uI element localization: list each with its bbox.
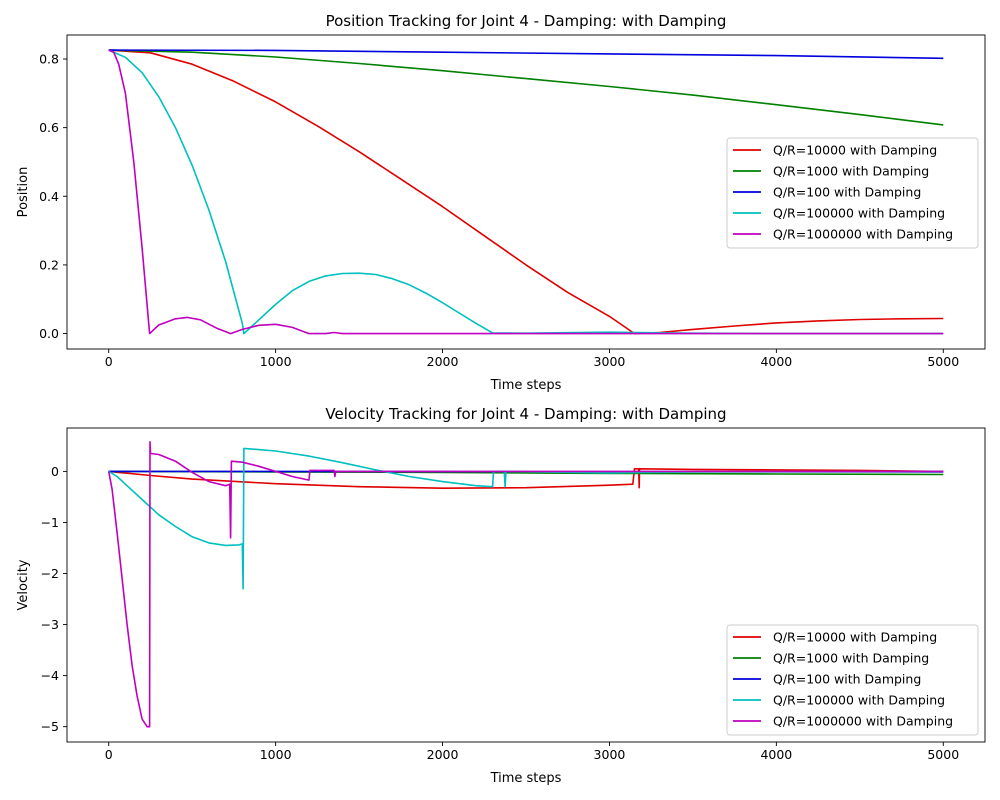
y-tick-label: −3 (41, 617, 59, 632)
y-tick-label: −2 (41, 566, 59, 581)
y-tick-label: 0.4 (39, 189, 59, 204)
series-group (108, 49, 944, 335)
axes-frame (66, 34, 986, 350)
series-line-0 (108, 468, 944, 489)
y-tick-label: −5 (41, 719, 59, 734)
x-axis-label: Time steps (490, 378, 562, 393)
y-axis-label: Velocity (16, 559, 31, 610)
y-tick-label: 0.6 (39, 120, 59, 135)
x-tick-label: 1000 (260, 747, 292, 762)
legend-label: Q/R=100000 with Damping (773, 206, 945, 221)
legend: Q/R=10000 with Damping Q/R=1000 with Damp… (726, 624, 979, 736)
y-tick-label: 0.0 (39, 326, 59, 341)
x-tick-label: 5000 (927, 354, 959, 369)
x-tick-label: 0 (105, 747, 113, 762)
series-group (107, 441, 944, 728)
x-tick-label: 2000 (427, 354, 459, 369)
legend: Q/R=10000 with Damping Q/R=1000 with Damp… (726, 137, 979, 249)
series-line-3 (108, 447, 944, 590)
chart-title: Velocity Tracking for Joint 4 - Damping:… (325, 405, 726, 423)
legend-label: Q/R=100000 with Damping (773, 693, 945, 708)
series-line-4 (107, 441, 944, 728)
y-tick-label: −1 (41, 515, 59, 530)
y-axis-label: Position (16, 167, 31, 218)
legend-label: Q/R=100 with Damping (773, 672, 921, 687)
x-tick-label: 0 (105, 354, 113, 369)
x-tick-label: 1000 (260, 354, 292, 369)
series-line-0 (108, 49, 944, 335)
x-axis-label: Time steps (490, 771, 562, 786)
series-line-1 (108, 49, 944, 126)
x-tick-label: 4000 (760, 747, 792, 762)
series-line-2 (108, 49, 944, 60)
y-tick-label: −4 (41, 668, 59, 683)
y-tick-label: 0.2 (39, 257, 59, 272)
legend-box (726, 137, 979, 249)
legend-label: Q/R=10000 with Damping (773, 630, 937, 645)
x-tick-label: 3000 (594, 747, 626, 762)
legend-label: Q/R=1000 with Damping (773, 651, 929, 666)
velocity-chart: Velocity Tracking for Joint 4 - Damping:… (16, 405, 986, 786)
legend-label: Q/R=10000 with Damping (773, 143, 937, 158)
x-tick-label: 2000 (427, 747, 459, 762)
x-tick-label: 3000 (594, 354, 626, 369)
legend-label: Q/R=1000 with Damping (773, 164, 929, 179)
axes-frame (66, 427, 986, 743)
series-line-4 (108, 49, 944, 335)
legend-box (726, 624, 979, 736)
x-tick-label: 4000 (760, 354, 792, 369)
position-chart: Position Tracking for Joint 4 - Damping:… (16, 12, 986, 393)
y-tick-label: 0 (51, 464, 59, 479)
legend-label: Q/R=100 with Damping (773, 185, 921, 200)
y-tick-label: 0.8 (39, 52, 59, 67)
x-tick-label: 5000 (927, 747, 959, 762)
legend-label: Q/R=1000000 with Damping (773, 227, 953, 242)
legend-label: Q/R=1000000 with Damping (773, 714, 953, 729)
chart-title: Position Tracking for Joint 4 - Damping:… (326, 12, 727, 30)
